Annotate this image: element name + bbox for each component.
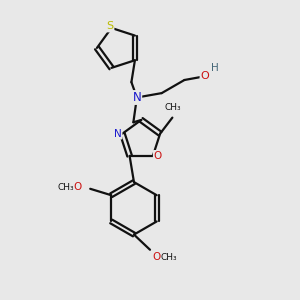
Text: H: H (211, 63, 218, 73)
Text: N: N (133, 91, 141, 104)
Text: O: O (74, 182, 82, 192)
Text: CH₃: CH₃ (165, 103, 181, 112)
Text: S: S (106, 22, 113, 32)
Text: O: O (152, 252, 160, 262)
Text: O: O (200, 70, 209, 81)
Text: CH₃: CH₃ (160, 253, 177, 262)
Text: O: O (154, 151, 162, 161)
Text: CH₃: CH₃ (57, 183, 74, 192)
Text: N: N (114, 129, 122, 139)
